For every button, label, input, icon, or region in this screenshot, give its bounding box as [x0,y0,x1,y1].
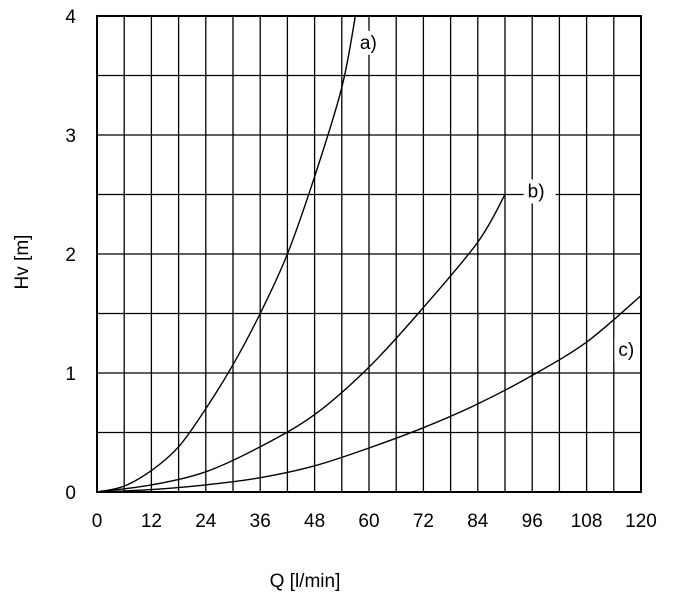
plot-frame [96,15,642,493]
series-curve-0 [96,15,357,493]
y-tick-label: 1 [65,364,76,385]
x-tick-label: 84 [467,511,489,532]
y-axis-label: Hv [m] [12,235,33,290]
series-labels: a) b) c) [355,30,647,362]
y-tick-label: 0 [65,483,76,504]
x-tick-labels: 0 12 24 36 48 60 72 84 96 108 120 [92,511,657,532]
series-label-2: c) [618,340,634,361]
x-tick-label: 120 [625,511,657,532]
x-axis-label: Q [l/min] [270,571,341,592]
y-tick-label: 2 [65,245,76,266]
series-label-background [355,30,388,55]
curves [96,15,642,493]
grid-lines [97,16,641,492]
series-label-0: a) [360,33,377,54]
series-curve-2 [96,295,642,493]
x-tick-label: 48 [304,511,325,532]
x-tick-label: 12 [141,511,162,532]
x-tick-label: 60 [358,511,379,532]
y-tick-label: 4 [65,7,76,28]
x-tick-label: 108 [571,511,603,532]
x-tick-label: 36 [250,511,271,532]
y-tick-labels: 0 1 2 3 4 [65,7,76,504]
x-tick-label: 72 [413,511,434,532]
x-tick-label: 24 [195,511,217,532]
x-tick-label: 96 [522,511,543,532]
x-tick-label: 0 [92,511,103,532]
series-label-1: b) [528,182,545,203]
series-curve-1 [96,194,506,493]
y-tick-label: 3 [65,126,76,147]
series-label-background [523,179,556,204]
